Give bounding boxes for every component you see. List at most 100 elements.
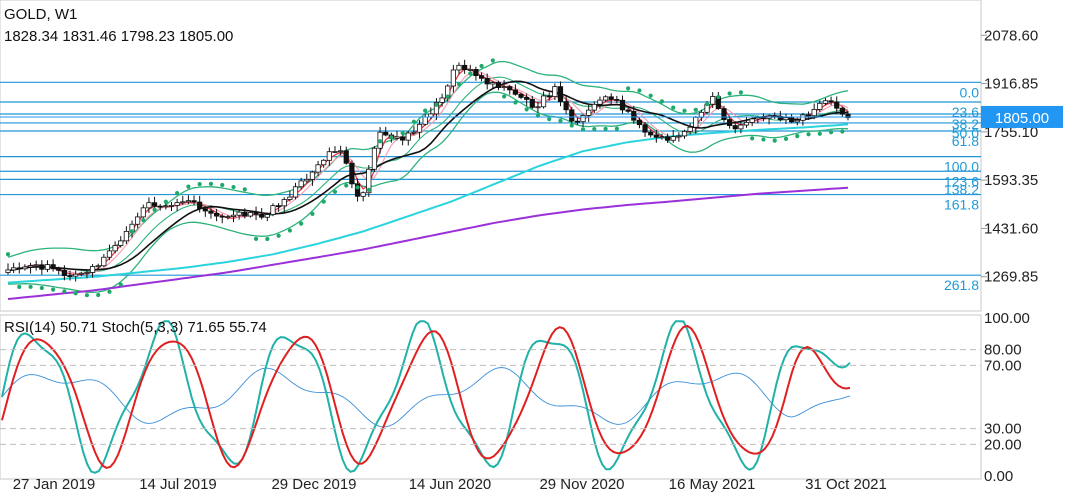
price-panel[interactable] (0, 0, 982, 312)
sar-dot (558, 118, 563, 123)
candle-body (467, 69, 473, 71)
sar-dot (603, 126, 608, 132)
sar-dot (479, 63, 484, 69)
candle-body (338, 150, 344, 153)
candle-body (95, 265, 101, 268)
candle-body (56, 268, 62, 271)
candle-body (670, 136, 676, 141)
bollinger-lower (7, 91, 849, 294)
sar-dot (163, 199, 168, 204)
candle-body (828, 100, 834, 103)
sar-dot (806, 132, 811, 137)
sar-dot (253, 236, 259, 241)
sar-dot (28, 284, 33, 289)
candle-body (693, 116, 699, 128)
sar-dot (750, 136, 755, 141)
current-price-tag-label: 1805.00 (995, 110, 1049, 127)
sar-dot (671, 105, 676, 110)
time-axis-tick-label: 14 Jul 2019 (139, 476, 217, 493)
candle-body (163, 205, 169, 208)
candle-body (450, 69, 456, 87)
sar-dot (400, 130, 405, 136)
fib-level-label: 61.8 (952, 133, 979, 149)
sar-dot (17, 284, 22, 289)
candle-body (727, 119, 733, 126)
sar-dot (716, 94, 721, 100)
candle-body (794, 119, 800, 123)
candle-body (760, 117, 767, 119)
time-axis-tick-label: 16 May 2021 (669, 476, 756, 493)
sar-dot (648, 93, 653, 98)
sar-dot (456, 81, 462, 87)
sar-dot (377, 139, 383, 144)
current-price-tag-bg (981, 105, 1063, 128)
ma-200-line (7, 186, 849, 300)
candle-body (473, 69, 479, 77)
chart-symbol-title: GOLD, W1 (4, 6, 78, 23)
candle-body (811, 108, 817, 117)
indicator-panel[interactable] (0, 314, 982, 480)
candle-body (608, 96, 614, 100)
candle-body (416, 123, 423, 133)
sar-dot (569, 123, 574, 128)
candle-body (39, 264, 45, 270)
candle-body (834, 101, 840, 109)
indicator-axis-tick-label: 30.00 (984, 421, 1022, 438)
sar-dot (332, 189, 338, 194)
fib-level-label: 0.0 (960, 84, 980, 100)
sar-dot (659, 99, 665, 104)
candlesticks (5, 59, 851, 282)
candle-body (817, 102, 823, 110)
candle-body (422, 116, 428, 125)
candle-body (755, 117, 761, 120)
candle-body (118, 240, 124, 246)
candle-body (478, 75, 485, 79)
candle-body (411, 131, 417, 134)
sar-dot (220, 182, 225, 188)
candle-body (546, 95, 552, 98)
sar-dot (62, 289, 67, 294)
sar-dot (411, 119, 417, 124)
sar-dot (355, 185, 360, 190)
candle-body (292, 186, 299, 198)
sar-dot (175, 191, 180, 196)
rsi-line (1, 367, 851, 428)
indicator-axis-tick-label: 0.00 (984, 468, 1013, 485)
candle-body (484, 77, 490, 85)
candle-body (236, 211, 242, 216)
time-axis-tick-label: 14 Jun 2020 (409, 476, 492, 493)
candle-body (456, 64, 462, 71)
candle-body (383, 131, 389, 136)
indicator-axis-tick-label: 20.00 (984, 436, 1022, 453)
sar-dot (772, 138, 777, 143)
stoch-d-line (1, 324, 851, 469)
candle-body (512, 89, 518, 95)
ohlc-readout: 1828.34 1831.46 1798.23 1805.00 (4, 28, 234, 45)
candle-body (84, 272, 90, 274)
candle-body (73, 273, 79, 277)
candle-body (354, 183, 361, 197)
sar-dot (231, 184, 236, 190)
candle-body (298, 180, 304, 188)
sar-dot (96, 292, 101, 298)
sar-dot (580, 127, 586, 132)
price-axis-tick-label: 1593.35 (984, 172, 1038, 189)
candle-body (563, 101, 569, 111)
candle-body (529, 98, 535, 108)
candle-body (106, 250, 113, 258)
indicator-readout: RSI(14) 50.71 Stoch(5,3,3) 71.65 55.74 (4, 319, 267, 336)
sar-dot (366, 187, 371, 192)
indicator-axis-tick-label: 70.00 (984, 357, 1022, 374)
candle-body (586, 109, 592, 116)
candle-body (495, 82, 502, 88)
candle-body (552, 86, 558, 98)
sar-dot (141, 218, 146, 223)
candle-body (225, 216, 231, 218)
fib-level-label: 138.2 (944, 181, 979, 197)
candle-body (507, 86, 513, 91)
sar-dot (107, 289, 112, 294)
candle-body (61, 269, 67, 277)
sar-dot (828, 130, 834, 135)
candle-body (580, 115, 586, 123)
